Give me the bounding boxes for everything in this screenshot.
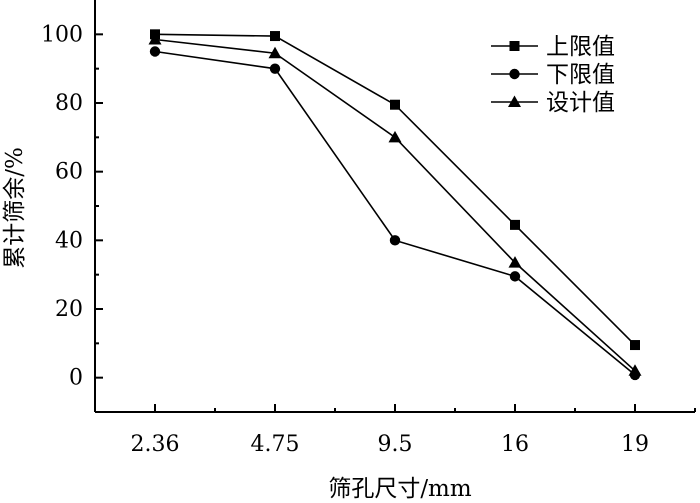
x-tick-label: 19 [621, 432, 649, 457]
data-point [388, 130, 402, 143]
data-point [269, 63, 281, 74]
data-point [630, 340, 640, 351]
data-point [149, 46, 161, 57]
x-tick-label: 16 [501, 432, 529, 457]
x-tick-label: 2.36 [131, 432, 180, 457]
y-axis-label: 累计筛余/% [2, 147, 28, 269]
data-point [509, 271, 521, 282]
data-point [390, 99, 400, 110]
legend-item: 设计值 [491, 90, 615, 116]
series-3 [148, 32, 642, 376]
y-tick-label: 60 [55, 160, 83, 185]
legend-label: 下限值 [546, 62, 615, 88]
y-tick-label: 100 [41, 22, 83, 47]
data-point [389, 235, 401, 246]
legend-label: 上限值 [546, 34, 615, 60]
data-point [628, 364, 642, 376]
x-axis-label: 筛孔尺寸/mm [328, 476, 472, 502]
legend-item: 下限值 [491, 62, 615, 88]
y-tick-label: 20 [55, 297, 83, 322]
x-tick-label: 9.5 [378, 432, 413, 457]
y-tick-label: 80 [55, 91, 83, 116]
legend-marker [508, 95, 521, 107]
data-point [268, 46, 282, 59]
legend-marker [509, 41, 520, 51]
y-tick-label: 0 [69, 366, 83, 391]
data-point [510, 219, 520, 230]
axes: 0 20 40 60 80 100 2.36 4.75 9.5 16 19 [41, 0, 696, 457]
data-point [270, 31, 280, 42]
legend-label: 设计值 [546, 90, 615, 116]
series-group [148, 29, 642, 381]
legend-item: 上限值 [491, 34, 615, 60]
legend-marker [509, 68, 520, 80]
data-point [148, 32, 162, 45]
data-point [508, 256, 522, 268]
y-tick-label: 40 [55, 228, 83, 253]
series-2 [149, 46, 641, 381]
x-tick-label: 4.75 [251, 432, 300, 457]
